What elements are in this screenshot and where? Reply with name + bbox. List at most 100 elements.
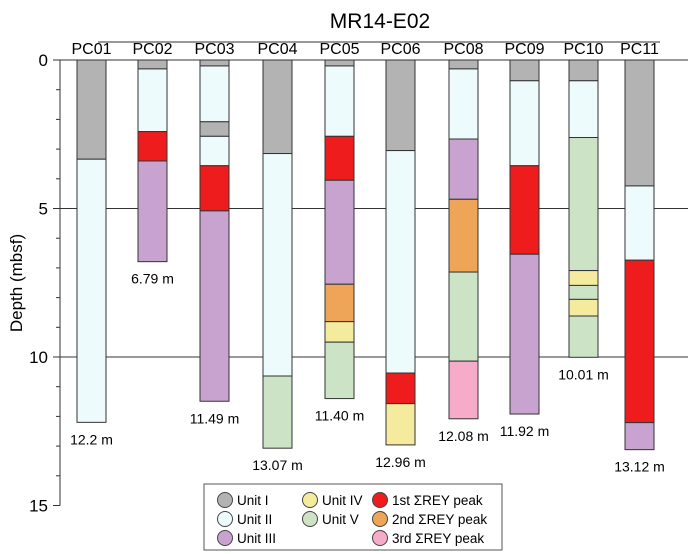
core-pc11: PC11 13.12 m: [614, 41, 665, 475]
legend-label: Unit I: [237, 493, 269, 508]
segment-unit4: [568, 270, 599, 286]
segment-unit5: [448, 271, 479, 362]
segment-unit1: [199, 121, 230, 137]
y-tick-label: 15: [29, 497, 48, 516]
legend-box: [203, 483, 503, 551]
core-length-label: 10.01 m: [558, 366, 609, 382]
segment-unit2: [262, 153, 293, 377]
segment-unit1: [137, 59, 168, 70]
segment-peak2: [324, 283, 355, 323]
segment-unit2: [624, 185, 655, 261]
segment-unit1: [568, 59, 599, 82]
segment-unit2: [199, 65, 230, 123]
segment-unit5: [568, 284, 599, 300]
segment-unit1: [448, 59, 479, 70]
core-pc09: PC09 11.92 m: [500, 41, 550, 439]
legend-label: Unit II: [237, 512, 272, 527]
segment-peak1: [324, 135, 355, 181]
legend-swatch: [372, 511, 388, 527]
segment-peak1: [509, 165, 540, 255]
y-tick-label: 10: [29, 348, 48, 367]
legend-swatch: [217, 511, 233, 527]
core-length-label: 12.08 m: [438, 428, 489, 444]
core-label: PC01: [71, 41, 111, 58]
legend-swatch: [302, 492, 318, 508]
segment-unit3: [324, 179, 355, 285]
segment-unit1: [324, 59, 355, 67]
segment-unit2: [324, 65, 355, 137]
segment-unit2: [137, 68, 168, 133]
core-length-label: 13.12 m: [614, 459, 665, 475]
segment-unit1: [385, 59, 416, 152]
legend-label: 3rd ΣREY peak: [392, 531, 484, 546]
core-label: PC10: [563, 41, 603, 58]
legend-item-peak1: 1st ΣREY peak: [372, 492, 483, 508]
legend-item-unit1: Unit I: [217, 492, 269, 508]
core-pc03: PC03 11.49 m: [190, 41, 240, 426]
core-label: PC04: [257, 41, 297, 58]
legend-swatch: [372, 530, 388, 546]
segment-unit5: [262, 375, 293, 449]
segment-unit3: [199, 210, 230, 402]
segment-unit3: [448, 138, 479, 200]
y-tick-label: 5: [39, 200, 48, 219]
core-length-label: 11.49 m: [190, 410, 240, 426]
legend-label: Unit V: [322, 512, 359, 527]
segment-unit2: [568, 80, 599, 139]
legend-item-peak2: 2nd ΣREY peak: [372, 511, 487, 527]
segment-peak3: [448, 360, 479, 420]
core-length-label: 6.79 m: [131, 271, 174, 287]
segment-unit1: [509, 59, 540, 82]
legend-label: 2nd ΣREY peak: [392, 512, 487, 527]
segment-unit2: [199, 135, 230, 167]
legend-swatch: [302, 511, 318, 527]
y-axis-label: Depth (mbsf): [7, 234, 26, 332]
core-pc08: PC08 12.08 m: [438, 41, 489, 444]
core-length-label: 12.2 m: [70, 431, 113, 447]
segment-peak1: [137, 131, 168, 162]
core-length-label: 11.40 m: [315, 408, 365, 424]
legend-swatch: [217, 492, 233, 508]
legend-item-unit5: Unit V: [302, 511, 359, 527]
segment-unit5: [568, 315, 599, 358]
segment-peak1: [199, 165, 230, 212]
core-label: PC06: [380, 41, 420, 58]
core-pc02: PC02 6.79 m: [131, 41, 174, 287]
segment-unit1: [262, 59, 293, 155]
segment-unit4: [568, 298, 599, 317]
chart-title: MR14-E02: [330, 10, 430, 33]
segment-unit2: [76, 158, 107, 423]
legend-label: Unit IV: [322, 493, 363, 508]
core-pc04: PC04 13.07 m: [252, 41, 303, 473]
segment-unit1: [624, 59, 655, 187]
segment-unit5: [568, 137, 599, 272]
core-label: PC03: [194, 41, 234, 58]
legend-label: Unit III: [237, 531, 276, 546]
core-length-label: 12.96 m: [375, 454, 426, 470]
segment-unit3: [137, 160, 168, 263]
segment-unit1: [76, 59, 107, 160]
core-label: PC09: [504, 41, 544, 58]
segment-unit1: [199, 59, 230, 67]
core-label: PC11: [620, 41, 659, 58]
segment-unit5: [324, 341, 355, 400]
y-tick-label: 0: [39, 51, 48, 70]
core-length-label: 11.92 m: [500, 423, 550, 439]
segment-unit2: [448, 68, 479, 140]
legend-item-unit2: Unit II: [217, 511, 272, 527]
core-label: PC02: [132, 41, 172, 58]
segment-unit2: [385, 150, 416, 374]
segment-peak1: [624, 259, 655, 424]
segment-peak2: [448, 198, 479, 273]
segment-unit3: [624, 422, 655, 451]
segment-peak1: [385, 372, 416, 405]
legend-item-unit4: Unit IV: [302, 492, 363, 508]
core-pc01: PC01 12.2 m: [70, 41, 113, 447]
core-label: PC08: [443, 41, 483, 58]
segment-unit4: [324, 321, 355, 343]
legend-item-unit3: Unit III: [217, 530, 276, 546]
legend-item-peak3: 3rd ΣREY peak: [372, 530, 484, 546]
legend-swatch: [217, 530, 233, 546]
